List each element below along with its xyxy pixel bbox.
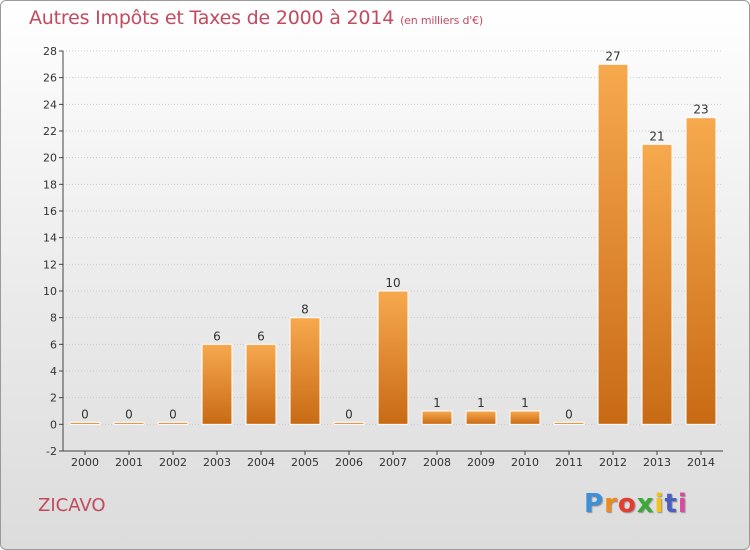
- data-label: 0: [565, 407, 573, 421]
- data-label: 27: [605, 49, 620, 63]
- data-label: 0: [169, 407, 177, 421]
- x-tick-label: 2011: [555, 456, 583, 469]
- y-tick-label: 8: [50, 312, 57, 325]
- data-label: 23: [693, 103, 708, 117]
- chart-title: Autres Impôts et Taxes de 2000 à 2014 (en…: [29, 7, 483, 29]
- x-tick-label: 2008: [423, 456, 451, 469]
- bar: [201, 343, 233, 425]
- logo-letter: P: [584, 489, 605, 519]
- x-tick-label: 2003: [203, 456, 231, 469]
- x-tick-label: 2001: [115, 456, 143, 469]
- y-tick-label: 2: [50, 392, 57, 405]
- x-tick-label: 2004: [247, 456, 275, 469]
- x-tick-label: 2014: [687, 456, 715, 469]
- data-label: 10: [385, 276, 400, 290]
- x-tick-label: 2007: [379, 456, 407, 469]
- data-label: 8: [301, 303, 309, 317]
- x-tick-label: 2000: [71, 456, 99, 469]
- y-tick-label: 26: [43, 72, 57, 85]
- data-label: 1: [521, 396, 529, 410]
- y-tick-label: 4: [50, 365, 57, 378]
- data-label: 1: [433, 396, 441, 410]
- logo-letter: i: [654, 489, 665, 519]
- bar: [465, 410, 497, 425]
- bar: [157, 421, 189, 425]
- bar: [509, 410, 541, 425]
- logo-letter: o: [617, 489, 637, 519]
- data-label: 0: [345, 407, 353, 421]
- y-tick-label: 18: [43, 178, 57, 191]
- x-tick-label: 2009: [467, 456, 495, 469]
- bar: [421, 410, 453, 425]
- y-tick-label: 28: [43, 45, 57, 58]
- x-tick-label: 2010: [511, 456, 539, 469]
- y-tick-label: 12: [43, 258, 57, 271]
- chart-title-text: Autres Impôts et Taxes de 2000 à 2014: [29, 7, 395, 29]
- bar: [641, 143, 673, 425]
- data-label: 1: [477, 396, 485, 410]
- logo-letter: r: [604, 489, 618, 519]
- y-tick-label: 22: [43, 125, 57, 138]
- y-tick-label: 14: [43, 232, 57, 245]
- commune-name: ZICAVO: [38, 495, 106, 516]
- logo-letter: x: [636, 489, 655, 519]
- bar: [113, 421, 145, 425]
- bar: [597, 63, 629, 425]
- bar: [685, 117, 717, 425]
- chart-unit: (en milliers d'€): [400, 14, 483, 27]
- bar: [333, 421, 365, 425]
- x-tick-label: 2002: [159, 456, 187, 469]
- data-label: 6: [257, 329, 265, 343]
- x-tick-label: 2013: [643, 456, 671, 469]
- data-label: 0: [81, 407, 89, 421]
- bar: [69, 421, 101, 425]
- bar: [553, 421, 585, 425]
- logo-letter: t: [664, 489, 678, 519]
- y-tick-label: 6: [50, 338, 57, 351]
- x-tick-label: 2005: [291, 456, 319, 469]
- bar: [245, 343, 277, 425]
- y-tick-label: -2: [46, 445, 57, 458]
- data-label: 21: [649, 129, 664, 143]
- y-tick-label: 0: [50, 418, 57, 431]
- logo-letter: i: [677, 489, 688, 519]
- bar: [377, 290, 409, 425]
- data-label: 6: [213, 329, 221, 343]
- x-tick-label: 2006: [335, 456, 363, 469]
- y-tick-label: 24: [43, 98, 57, 111]
- data-label: 0: [125, 407, 133, 421]
- x-tick-label: 2012: [599, 456, 627, 469]
- y-tick-label: 10: [43, 285, 57, 298]
- bar: [289, 317, 321, 425]
- y-tick-label: 20: [43, 152, 57, 165]
- proxiti-logo: Proxiti: [584, 489, 688, 519]
- y-tick-label: 16: [43, 205, 57, 218]
